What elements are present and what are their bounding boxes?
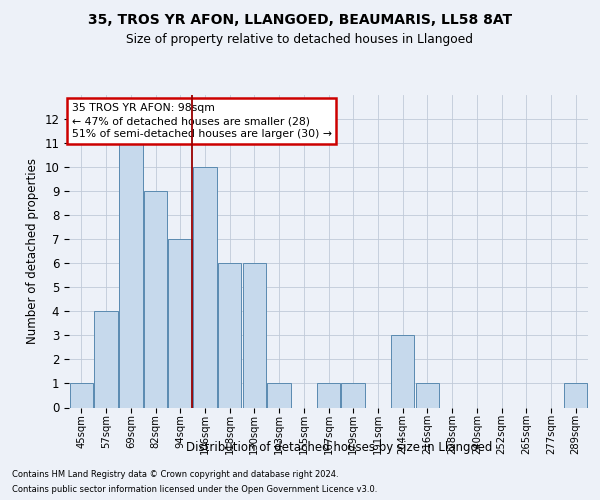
Bar <box>341 384 365 407</box>
Text: Contains HM Land Registry data © Crown copyright and database right 2024.: Contains HM Land Registry data © Crown c… <box>12 470 338 479</box>
Bar <box>242 264 266 408</box>
Bar <box>416 384 439 407</box>
Bar <box>169 239 192 408</box>
Bar <box>564 384 587 407</box>
Bar <box>391 336 415 407</box>
Bar <box>268 384 291 407</box>
Text: 35, TROS YR AFON, LLANGOED, BEAUMARIS, LL58 8AT: 35, TROS YR AFON, LLANGOED, BEAUMARIS, L… <box>88 12 512 26</box>
Bar <box>218 264 241 408</box>
Text: 35 TROS YR AFON: 98sqm
← 47% of detached houses are smaller (28)
51% of semi-det: 35 TROS YR AFON: 98sqm ← 47% of detached… <box>71 103 332 139</box>
Text: Distribution of detached houses by size in Llangoed: Distribution of detached houses by size … <box>186 441 492 454</box>
Bar <box>119 143 143 407</box>
Text: Contains public sector information licensed under the Open Government Licence v3: Contains public sector information licen… <box>12 485 377 494</box>
Y-axis label: Number of detached properties: Number of detached properties <box>26 158 39 344</box>
Text: Size of property relative to detached houses in Llangoed: Size of property relative to detached ho… <box>127 32 473 46</box>
Bar <box>144 191 167 408</box>
Bar <box>70 384 93 407</box>
Bar <box>94 312 118 408</box>
Bar <box>193 167 217 408</box>
Bar <box>317 384 340 407</box>
